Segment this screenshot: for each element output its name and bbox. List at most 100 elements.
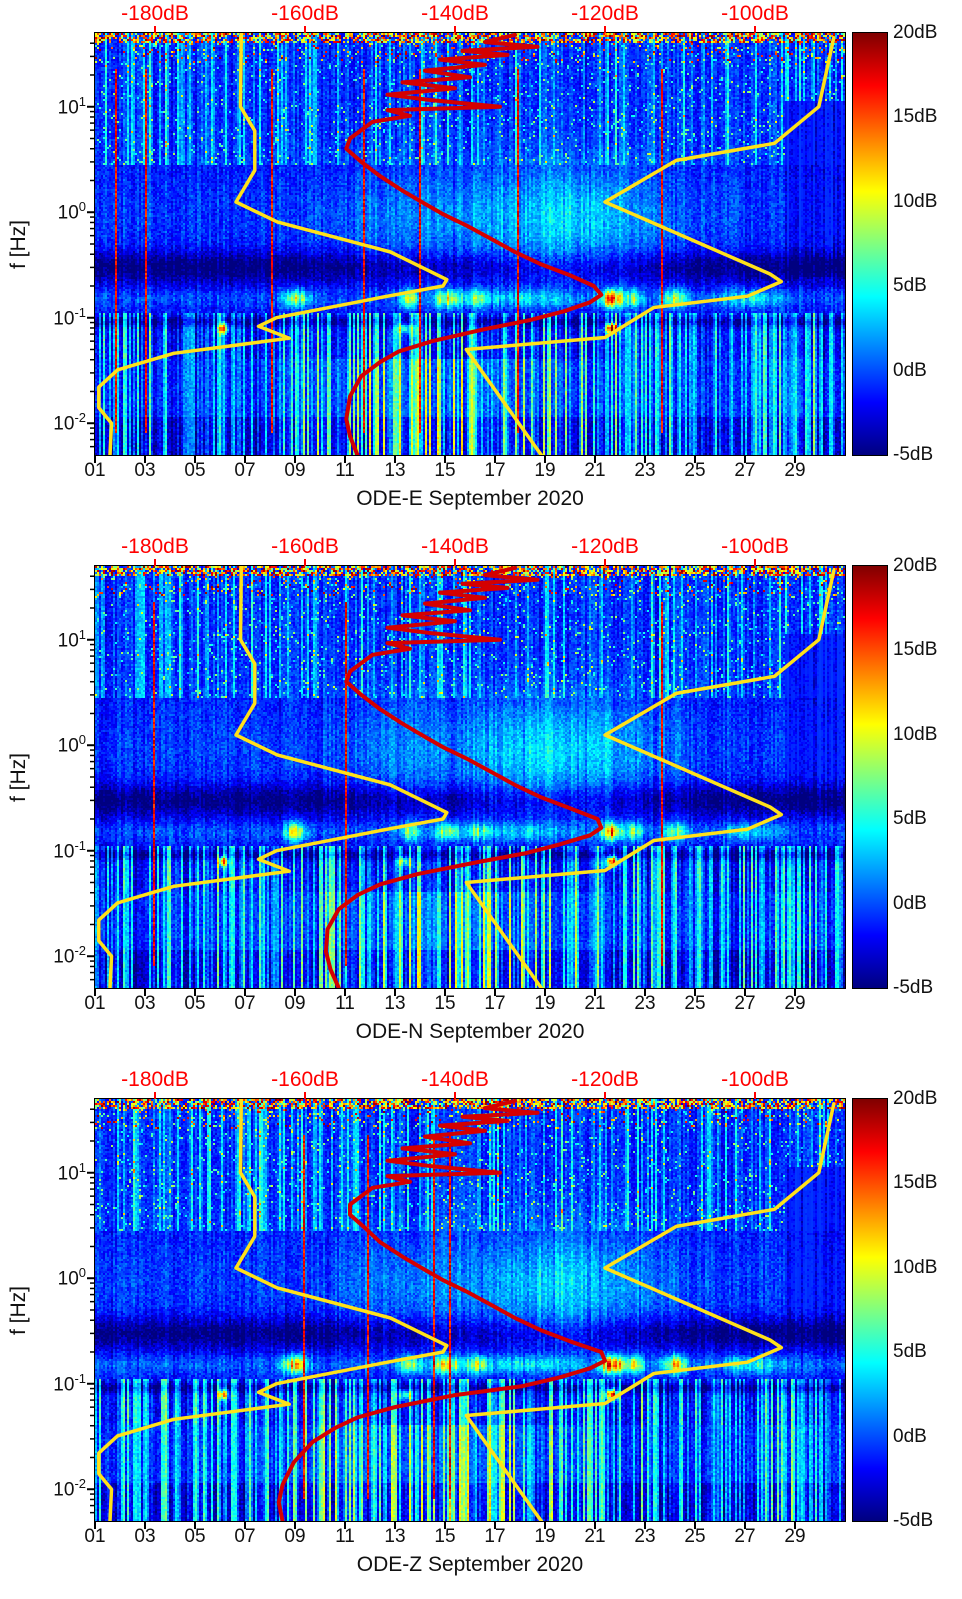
colorbar-tick-label: 20dB [893,22,938,43]
top-axis-tick-label: -120dB [571,1068,639,1091]
x-axis-tick-label: 21 [584,1526,606,1547]
x-axis-tick-label: 19 [534,460,556,481]
x-axis-tick-label: 11 [335,1526,355,1547]
red-psd-curve [276,1099,607,1521]
x-axis-tick-label: 15 [434,993,456,1014]
yellow-upper-reference-curve [464,1102,836,1521]
x-axis-tick-label: 05 [184,993,206,1014]
colorbar-tick-label: 5dB [893,1341,927,1363]
x-axis-tick-label: 05 [184,460,206,481]
x-axis-tick-label: 27 [734,460,756,481]
y-axis-tick-label: 100 [57,199,86,224]
top-axis-tick-label: -180dB [121,2,189,25]
colorbar-tick-label: 5dB [893,808,927,830]
x-axis-tick-label: 21 [584,993,606,1014]
colorbar-tick-label: 0dB [893,1425,927,1447]
plot-area [87,559,846,996]
top-axis-tick-label: -160dB [271,2,339,25]
y-axis-tick-label: 101 [57,626,86,652]
y-axis-tick-label: 10-2 [53,943,86,968]
x-axis-tick-label: 07 [234,460,256,481]
colorbar-tick-label: 10dB [893,723,938,745]
yellow-upper-reference-curve [464,36,836,455]
yellow-lower-reference-curve [97,33,449,455]
colorbar-tick-label: 10dB [893,190,938,212]
yellow-upper-reference-curve [464,569,836,988]
colorbar-tick-label: -5dB [893,977,934,998]
x-axis-tick-label: 05 [184,1526,206,1547]
x-axis-tick-label: 23 [634,993,656,1014]
colorbar-tick-label: 15dB [893,639,938,661]
top-axis-tick-label: -120dB [571,2,639,25]
y-axis-tick-label: 10-1 [53,837,86,863]
red-psd-curve [324,566,604,988]
top-axis-tick-label: -140dB [421,535,489,558]
x-axis-tick-label: 01 [84,993,106,1014]
x-axis-tick-label: 23 [634,460,656,481]
x-axis-tick-label: 13 [384,460,406,481]
y-axis-tick-label: 101 [57,93,86,119]
top-axis-tick-label: -100dB [721,2,789,25]
plot-area [87,1092,846,1529]
yellow-lower-reference-curve [97,1099,449,1521]
x-axis-tick-label: 29 [784,993,806,1014]
axis-ticks [87,26,796,463]
colorbar-tick-label: 0dB [893,892,927,914]
x-axis-tick-label: 19 [534,1526,556,1547]
top-axis-tick-label: -180dB [121,535,189,558]
x-axis-title: ODE-N September 2020 [355,1020,585,1043]
colorbar-tick-label: 15dB [893,1172,938,1194]
x-axis-tick-label: 09 [284,460,306,481]
top-axis-tick-label: -100dB [721,1068,789,1091]
top-axis-tick-label: -120dB [571,535,639,558]
x-axis-tick-label: 23 [634,1526,656,1547]
plot-area [87,26,846,463]
spectrogram-panel-ode-z: f [Hz] ODE-Z September 2020 -180dB -160dB… [0,1066,962,1599]
colorbar-tick-label: 15dB [893,106,938,128]
x-axis-tick-label: 03 [134,460,156,481]
x-axis-tick-label: 13 [384,993,406,1014]
curves-overlay [87,26,836,463]
x-axis-tick-label: 11 [335,460,355,481]
colorbar [852,1098,888,1522]
x-axis-tick-label: 03 [134,993,156,1014]
psd-curves [97,1099,836,1521]
x-axis-tick-label: 09 [284,993,306,1014]
x-axis-tick-label: 17 [484,1526,506,1547]
x-axis-tick-label: 07 [234,1526,256,1547]
top-axis-tick-label: -160dB [271,1068,339,1091]
y-axis-tick-label: 101 [57,1159,86,1185]
x-axis-tick-label: 15 [434,460,456,481]
colorbar [852,565,888,989]
colorbar-tick-label: -5dB [893,444,934,465]
x-axis-tick-label: 27 [734,1526,756,1547]
x-axis-tick-label: 13 [384,1526,406,1547]
colorbar [852,32,888,456]
top-axis-tick-label: -100dB [721,535,789,558]
curves-overlay [87,559,836,996]
yellow-lower-reference-curve [97,566,449,988]
x-axis-title: ODE-Z September 2020 [356,1553,584,1576]
y-axis-tick-label: 100 [57,732,86,757]
x-axis-tick-label: 01 [84,460,106,481]
x-axis-tick-label: 27 [734,993,756,1014]
spectrogram-panel-ode-n: f [Hz] ODE-N September 2020 -180dB -160dB… [0,533,962,1066]
x-axis-tick-label: 09 [284,1526,306,1547]
axis-ticks [87,1092,796,1529]
x-axis-tick-label: 11 [335,993,355,1014]
x-axis-tick-label: 25 [684,1526,706,1547]
x-axis-tick-label: 21 [584,460,606,481]
colorbar-tick-label: 10dB [893,1256,938,1278]
y-axis-tick-label: 100 [57,1265,86,1290]
curves-overlay [87,1092,836,1529]
top-axis-tick-label: -140dB [421,2,489,25]
psd-curves [97,566,836,988]
red-psd-curve [344,33,604,455]
y-axis-tick-label: 10-1 [53,304,86,330]
x-axis-tick-label: 29 [784,460,806,481]
x-axis-tick-label: 17 [484,993,506,1014]
x-axis-tick-label: 07 [234,993,256,1014]
x-axis-tick-label: 19 [534,993,556,1014]
x-axis-tick-label: 15 [434,1526,456,1547]
